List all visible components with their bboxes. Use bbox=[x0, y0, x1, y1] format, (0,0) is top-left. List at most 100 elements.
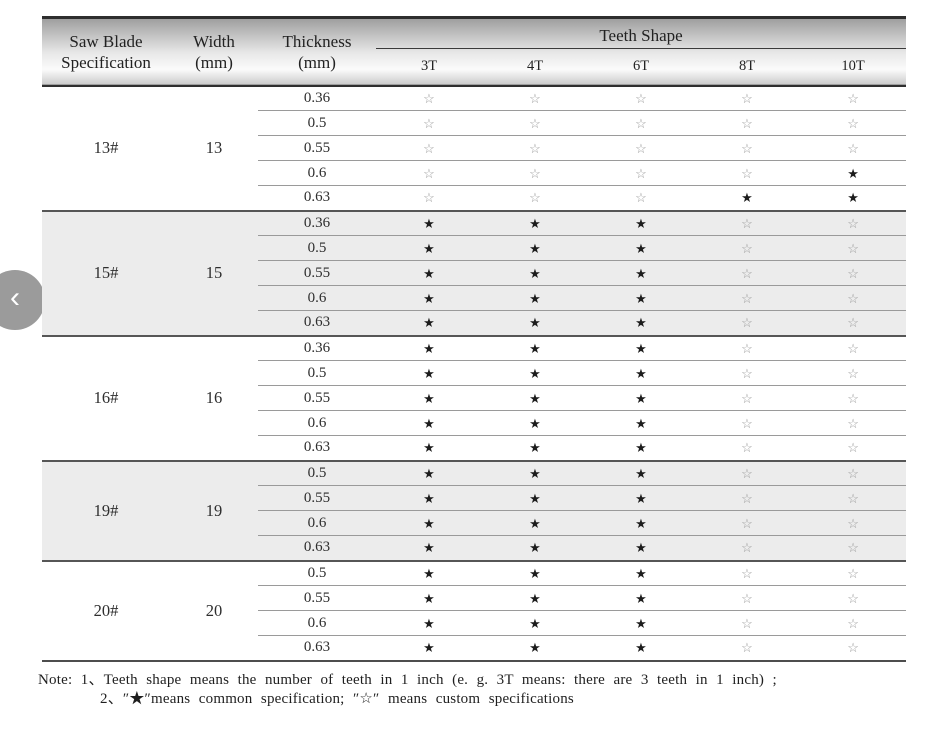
thickness-cell: 0.55 bbox=[258, 385, 376, 411]
common-spec-star-icon: ★ bbox=[588, 635, 694, 661]
table-row: 0.55 ★ ★ ★ ☆ ☆ bbox=[42, 585, 907, 611]
common-spec-star-icon: ★ bbox=[482, 559, 588, 586]
table-row: 0.5 ☆ ☆ ☆ ☆ ☆ bbox=[42, 110, 907, 136]
thickness-cell: 0.5 bbox=[258, 559, 376, 586]
thickness-cell: 0.63 bbox=[258, 185, 376, 211]
carousel-prev-button[interactable]: ‹ bbox=[0, 270, 45, 330]
custom-spec-star-icon: ☆ bbox=[800, 385, 907, 411]
custom-spec-star-icon: ☆ bbox=[694, 385, 800, 411]
custom-spec-star-icon: ☆ bbox=[800, 610, 907, 636]
custom-spec-star-icon: ☆ bbox=[694, 160, 800, 186]
custom-spec-star-icon: ☆ bbox=[482, 160, 588, 186]
common-spec-star-icon: ★ bbox=[376, 310, 482, 336]
footnote-line-2: 2、″★″means common specification; ″☆″ mea… bbox=[100, 690, 574, 707]
custom-spec-star-icon: ☆ bbox=[482, 185, 588, 211]
custom-spec-star-icon: ☆ bbox=[423, 90, 435, 106]
custom-spec-star-icon: ☆ bbox=[694, 635, 800, 661]
custom-spec-star-icon: ☆ bbox=[694, 285, 800, 311]
custom-spec-star-icon: ☆ bbox=[482, 135, 588, 161]
custom-spec-star-icon: ☆ bbox=[800, 510, 907, 536]
custom-spec-star-icon: ☆ bbox=[694, 360, 800, 386]
col-header-10t: 10T bbox=[841, 58, 865, 75]
custom-spec-star-icon: ☆ bbox=[800, 334, 907, 361]
thickness-cell: 0.6 bbox=[258, 610, 376, 636]
header-row-top: Saw Blade Specification Width (mm) Thick… bbox=[42, 17, 907, 72]
common-spec-star-icon: ★ bbox=[482, 285, 588, 311]
table-row: 15# 15 0.36 ★ ★ ★ ☆ ☆ bbox=[42, 209, 907, 336]
custom-spec-star-icon: ☆ bbox=[800, 360, 907, 386]
custom-spec-star-icon: ☆ bbox=[741, 90, 753, 106]
common-spec-star-icon: ★ bbox=[482, 385, 588, 411]
common-spec-star-icon: ★ bbox=[588, 510, 694, 536]
thickness-cell: 0.5 bbox=[258, 459, 376, 486]
width-cell: 20 bbox=[170, 559, 258, 661]
common-spec-star-icon: ★ bbox=[588, 610, 694, 636]
width-cell: 16 bbox=[170, 334, 258, 461]
spec-cell: 20# bbox=[42, 559, 170, 661]
common-spec-star-icon: ★ bbox=[376, 459, 482, 486]
col-header-thickness-line2: (mm) bbox=[298, 52, 336, 72]
thickness-cell: 0.63 bbox=[258, 535, 376, 561]
table-row: 0.6 ☆ ☆ ☆ ☆ ★ bbox=[42, 160, 907, 186]
common-spec-star-icon: ★ bbox=[482, 510, 588, 536]
custom-spec-star-icon: ☆ bbox=[800, 285, 907, 311]
custom-spec-star-icon: ☆ bbox=[800, 310, 907, 336]
table-row: 0.63 ★ ★ ★ ☆ ☆ bbox=[42, 435, 907, 461]
width-cell: 19 bbox=[170, 459, 258, 561]
common-spec-star-icon: ★ bbox=[376, 235, 482, 261]
header-row-teeth: 3T 4T 6T 8T 10T bbox=[42, 49, 906, 86]
common-spec-star-icon: ★ bbox=[588, 310, 694, 336]
common-spec-star-icon: ★ bbox=[376, 285, 482, 311]
common-spec-star-icon: ★ bbox=[482, 209, 588, 236]
custom-spec-star-icon: ☆ bbox=[800, 635, 907, 661]
common-spec-star-icon: ★ bbox=[588, 285, 694, 311]
table-row: 0.5 ★ ★ ★ ☆ ☆ bbox=[42, 360, 907, 386]
thickness-cell: 0.5 bbox=[258, 110, 376, 136]
custom-spec-star-icon: ☆ bbox=[694, 135, 800, 161]
custom-spec-star-icon: ☆ bbox=[800, 459, 907, 486]
common-spec-star-icon: ★ bbox=[376, 535, 482, 561]
thickness-cell: 0.55 bbox=[258, 135, 376, 161]
table-body: 13# 13 0.36 ☆ ☆ ☆ ☆ ☆ 0.5 ☆ ☆ ☆ ☆ ☆ 0.55 ☆ ☆ ☆ ☆ ☆ 0.6 ☆ ☆ ☆ ☆ ★ 0… bbox=[42, 86, 907, 661]
common-spec-star-icon: ★ bbox=[376, 559, 482, 586]
custom-spec-star-icon: ☆ bbox=[800, 110, 907, 136]
table-header: Saw Blade Specification Width (mm) Thick… bbox=[42, 17, 907, 86]
spec-cell: 19# bbox=[42, 459, 170, 561]
common-spec-star-icon: ★ bbox=[482, 535, 588, 561]
common-spec-star-icon: ★ bbox=[482, 235, 588, 261]
table-row: 0.6 ★ ★ ★ ☆ ☆ bbox=[42, 610, 907, 636]
custom-spec-star-icon: ☆ bbox=[588, 160, 694, 186]
thickness-cell: 0.55 bbox=[258, 260, 376, 286]
custom-spec-star-icon: ☆ bbox=[694, 510, 800, 536]
col-header-spec-line2: Specification bbox=[61, 52, 151, 72]
common-spec-star-icon: ★ bbox=[376, 260, 482, 286]
thickness-cell: 0.6 bbox=[258, 285, 376, 311]
common-spec-star-icon: ★ bbox=[588, 334, 694, 361]
custom-spec-star-icon: ☆ bbox=[588, 135, 694, 161]
custom-spec-star-icon: ☆ bbox=[694, 585, 800, 611]
custom-spec-star-icon: ☆ bbox=[376, 110, 482, 136]
common-spec-star-icon: ★ bbox=[482, 610, 588, 636]
custom-spec-star-icon: ☆ bbox=[694, 459, 800, 486]
thickness-cell: 0.63 bbox=[258, 310, 376, 336]
common-spec-star-icon: ★ bbox=[482, 410, 588, 436]
thickness-cell: 0.63 bbox=[258, 435, 376, 461]
spec-table-container: Saw Blade Specification Width (mm) Thick… bbox=[42, 16, 907, 662]
custom-spec-star-icon: ☆ bbox=[694, 559, 800, 586]
spec-cell: 13# bbox=[93, 138, 119, 157]
col-header-teeth-shape: Teeth Shape bbox=[376, 17, 907, 49]
custom-spec-star-icon: ☆ bbox=[694, 610, 800, 636]
common-spec-star-icon: ★ bbox=[482, 459, 588, 486]
custom-spec-star-icon: ☆ bbox=[694, 535, 800, 561]
common-spec-star-icon: ★ bbox=[588, 485, 694, 511]
custom-spec-star-icon: ☆ bbox=[694, 235, 800, 261]
col-header-4t: 4T bbox=[526, 58, 544, 75]
col-header-width: Width (mm) bbox=[170, 18, 258, 86]
thickness-cell: 0.6 bbox=[258, 410, 376, 436]
custom-spec-star-icon: ☆ bbox=[376, 160, 482, 186]
common-spec-star-icon: ★ bbox=[376, 435, 482, 461]
footnote: Note: 1、Teeth shape means the number of … bbox=[38, 671, 910, 709]
custom-spec-star-icon: ☆ bbox=[800, 235, 907, 261]
table-row: 13# 13 0.36 ☆ ☆ ☆ ☆ ☆ bbox=[42, 86, 906, 157]
col-header-width-line1: Width bbox=[193, 31, 235, 51]
